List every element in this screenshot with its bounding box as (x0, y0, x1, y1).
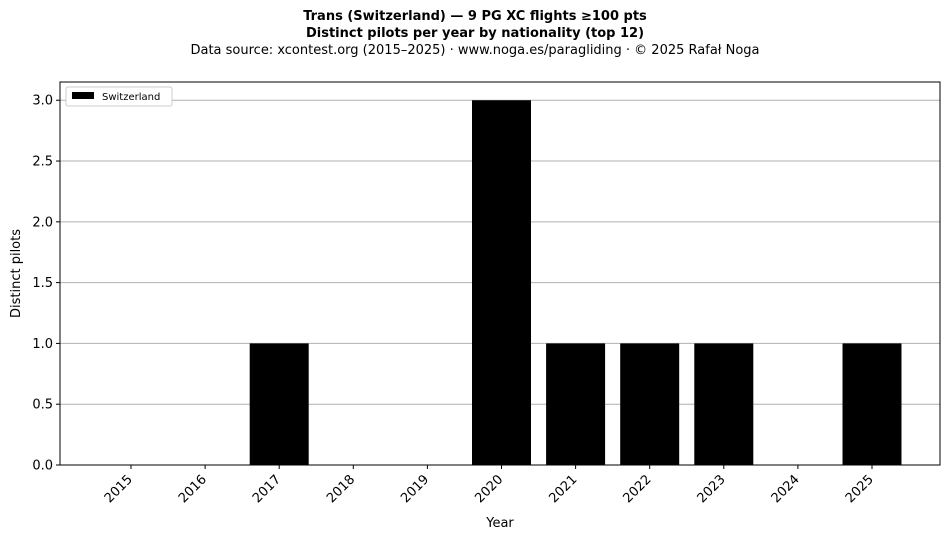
y-tick-label: 0.5 (32, 398, 53, 413)
x-axis: 2015 2016 2017 2018 2019 2020 2021 2022 2023 2024… (102, 465, 877, 506)
bar-2021 (546, 343, 606, 465)
y-tick-label: 1.0 (32, 337, 53, 352)
y-tick-label: 3.0 (32, 94, 53, 109)
y-tick-label: 0.0 (32, 459, 53, 474)
chart-titles: Trans (Switzerland) — 9 PG XC flights ≥1… (0, 8, 950, 59)
y-axis: 0.0 0.5 1.0 1.5 2.0 2.5 3.0 (32, 94, 60, 474)
x-tick-label: 2016 (176, 472, 210, 506)
x-tick-label: 2024 (769, 472, 803, 506)
plot-frame (59, 81, 941, 466)
x-tick-label: 2017 (250, 472, 284, 506)
y-axis-label: Distinct pilots (9, 229, 24, 318)
bar-2017 (249, 343, 309, 465)
y-tick-label: 1.5 (32, 276, 53, 291)
x-tick-label: 2025 (843, 472, 877, 506)
chart-source-note: Data source: xcontest.org (2015–2025) · … (190, 43, 760, 58)
legend-swatch (72, 92, 94, 99)
chart-title: Trans (Switzerland) — 9 PG XC flights ≥1… (303, 9, 647, 24)
x-tick-label: 2015 (102, 472, 136, 506)
chart-subtitle: Distinct pilots per year by nationality … (305, 26, 645, 41)
y-tick-label: 2.5 (32, 155, 53, 170)
bar-2020 (472, 100, 531, 465)
bar-2022 (620, 343, 680, 465)
legend: Switzerland (65, 86, 173, 107)
x-tick-label: 2021 (546, 472, 580, 506)
y-tick-label: 2.0 (32, 215, 53, 230)
x-axis-label: Year (485, 516, 514, 531)
legend-box (65, 86, 173, 107)
x-tick-label: 2023 (695, 472, 729, 506)
bar-2025 (842, 343, 902, 465)
x-tick-label: 2018 (324, 472, 358, 506)
x-tick-label: 2020 (472, 472, 506, 506)
bar-2023 (694, 343, 754, 465)
legend-label: Switzerland (102, 92, 160, 103)
x-tick-label: 2019 (398, 472, 432, 506)
x-tick-label: 2022 (621, 472, 655, 506)
bars (249, 100, 902, 465)
